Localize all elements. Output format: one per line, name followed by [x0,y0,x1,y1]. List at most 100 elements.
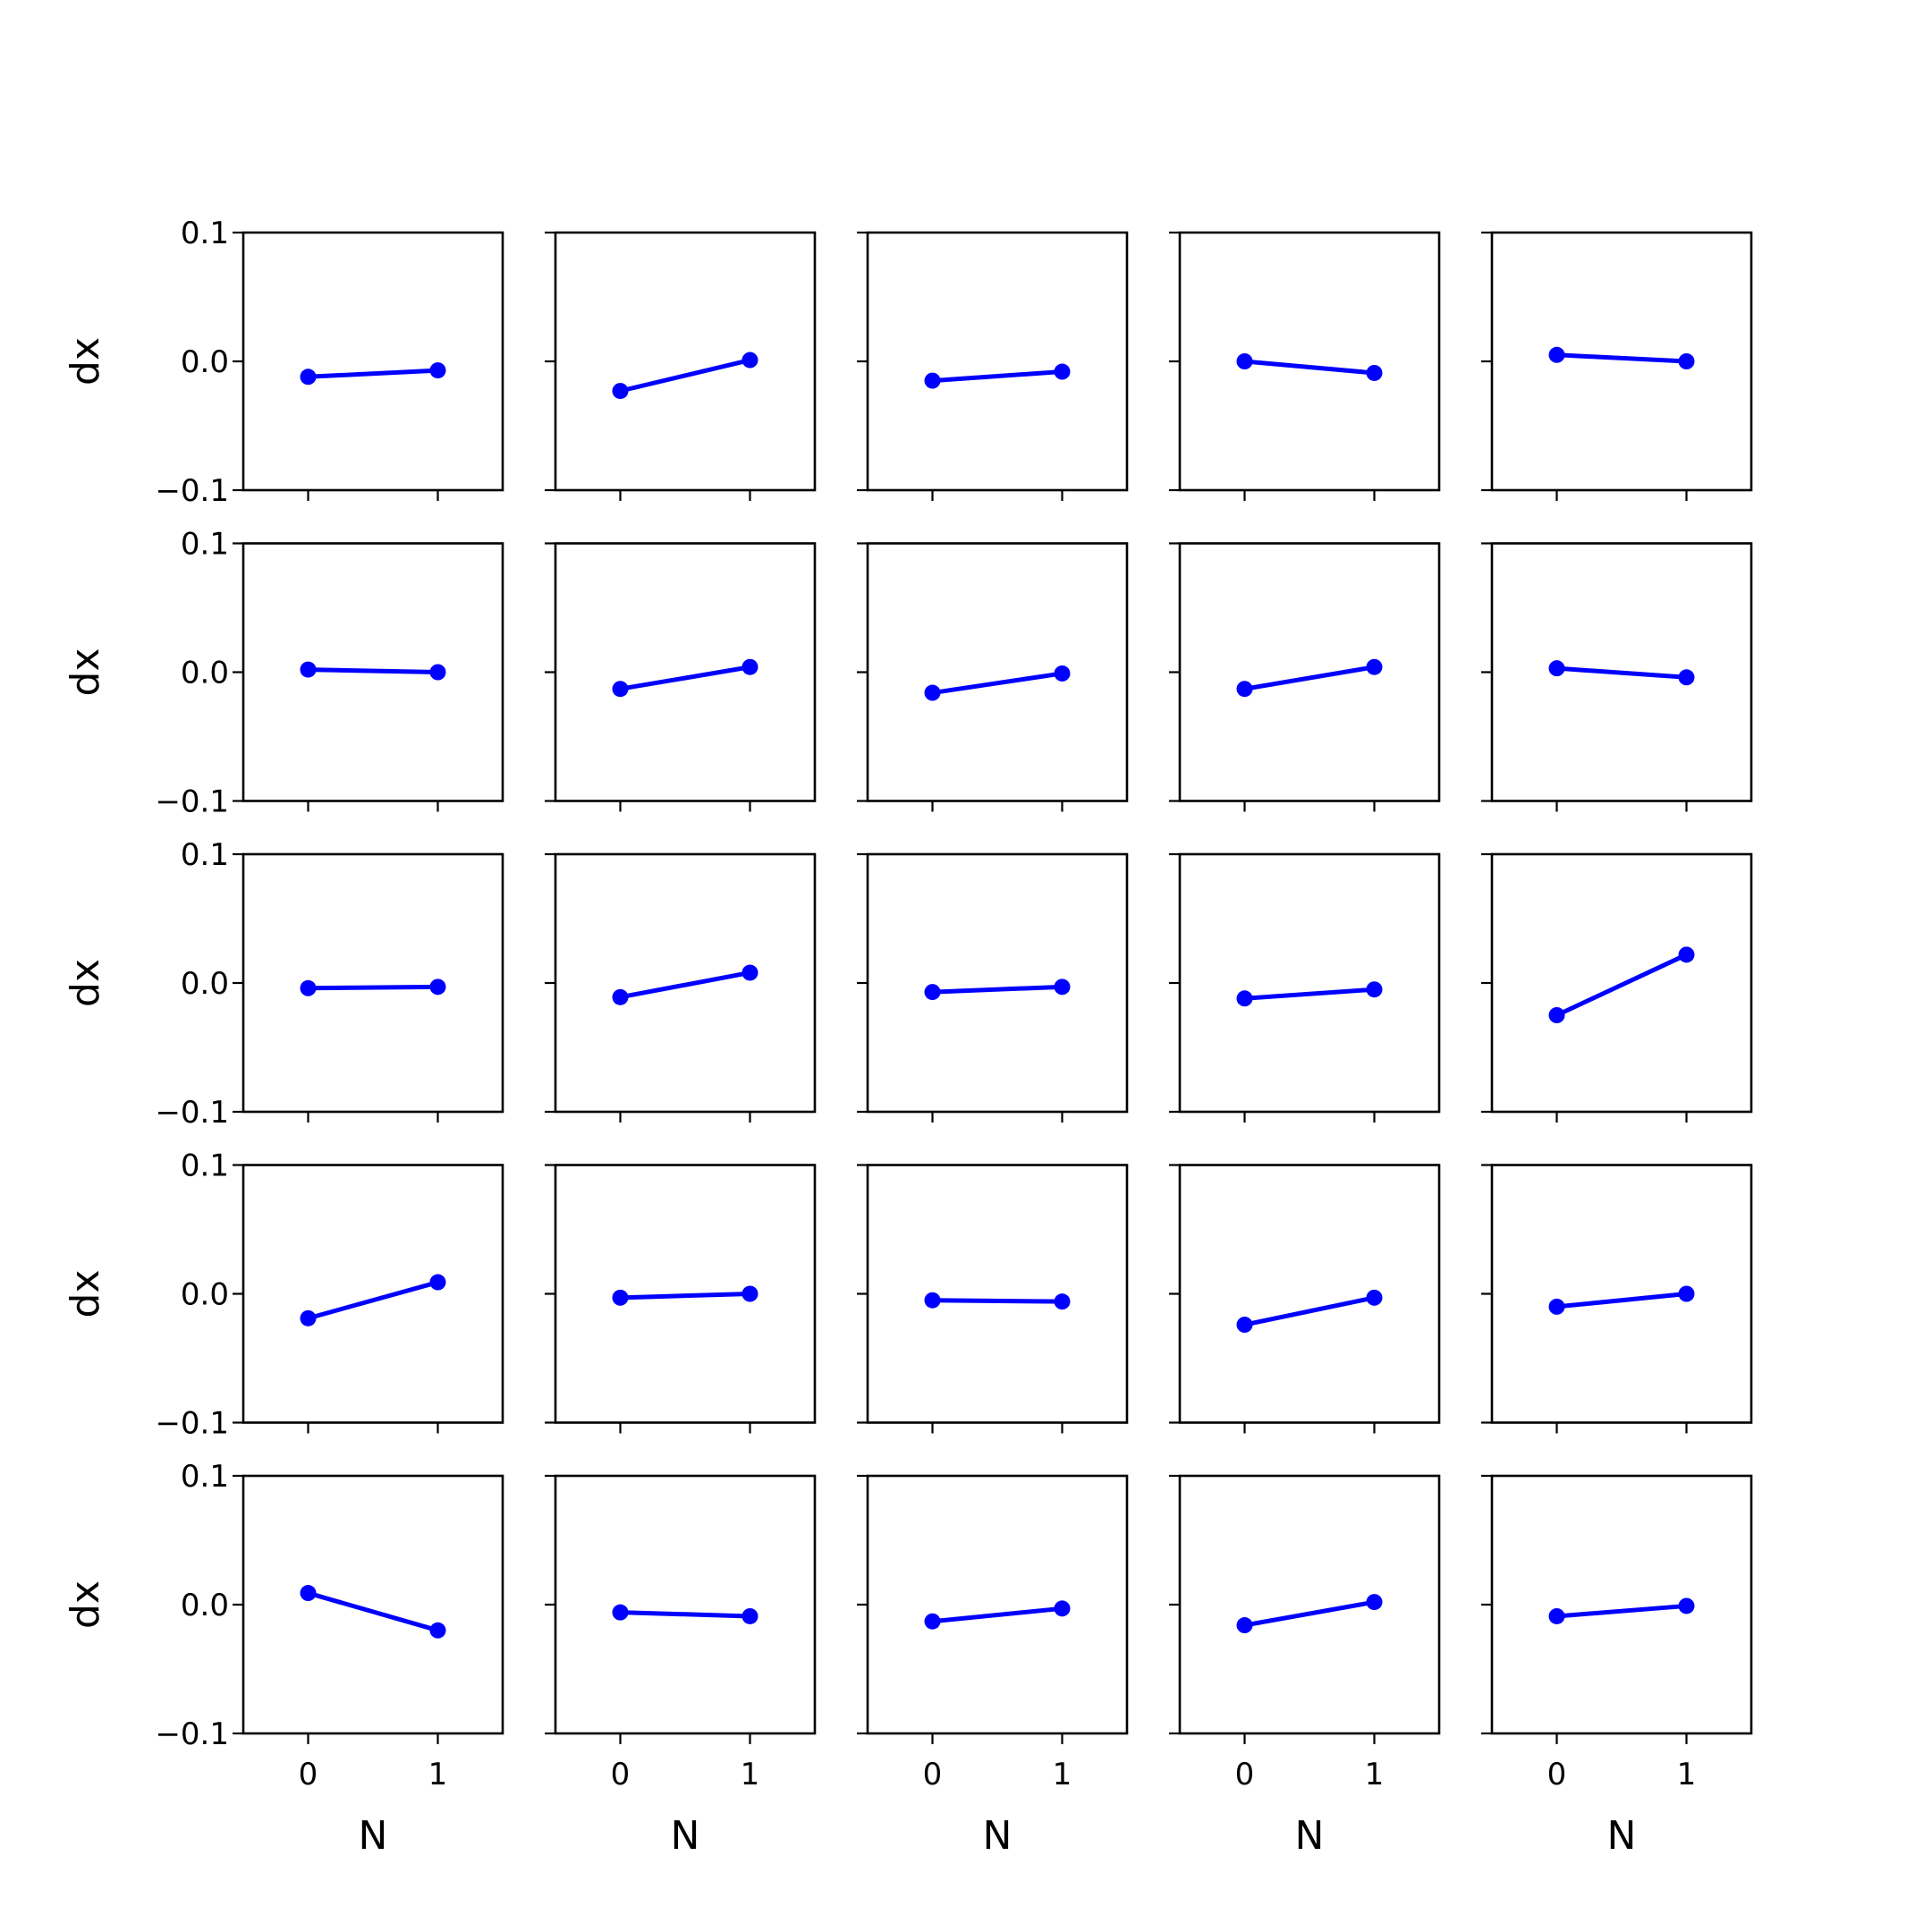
y-axis-label: dx [63,337,108,386]
series-line [1244,987,1375,1001]
x-tick-label: 1 [1053,1757,1072,1792]
x-axis-label: N [359,1813,388,1859]
subplot-4-1: 0.1 0.0 −0.1 dx [63,1148,504,1442]
subplot-3-4 [1169,852,1441,1123]
data-point [612,1289,629,1306]
data-point [429,362,446,379]
subplot-1-1: 0.1 0.0 −0.1 dx [63,216,504,509]
data-point [1366,1289,1383,1306]
data-point [1678,669,1695,686]
y-tick-label: 0.0 [181,656,229,691]
series-line [1244,665,1375,691]
subplot-2-4 [1169,542,1441,812]
data-point [1054,665,1071,682]
data-point [429,1622,446,1639]
data-point [924,1292,941,1309]
subplot-4-2 [545,1164,817,1434]
y-tick-label: −0.1 [155,473,229,509]
series-line [1556,352,1687,364]
y-tick-label: 0.0 [181,1588,229,1623]
y-axis-label: dx [63,648,108,697]
x-tick-label: 0 [299,1757,318,1792]
data-point [300,1309,317,1326]
data-point [741,1607,758,1624]
subplot-5-3: 0 1 N [857,1474,1129,1859]
data-point [300,369,317,386]
y-tick-label: 0.1 [181,216,229,251]
x-tick-label: 1 [428,1757,448,1792]
data-point [1054,363,1071,380]
subplot-5-1: 0.1 0.0 −0.1 0 1 dx N [63,1459,504,1859]
series-line [1555,953,1688,1018]
data-point [300,979,317,996]
y-tick-label: 0.1 [181,527,229,563]
data-point [300,1585,317,1602]
data-point [300,661,317,678]
data-point [1548,346,1565,363]
data-point [1366,1594,1383,1611]
data-point [429,664,446,681]
y-axis-label: dx [63,959,108,1007]
y-axis-label: dx [63,1580,108,1629]
data-point [1366,981,1383,998]
series-line [1243,1295,1376,1327]
x-axis-label: N [983,1813,1013,1859]
subplot-1-4 [1169,231,1441,501]
series-line [1556,665,1687,680]
x-tick-label: 0 [1235,1757,1255,1792]
x-tick-label: 0 [923,1757,943,1792]
series-line [619,358,751,394]
data-point [1054,1293,1071,1310]
data-point [1236,353,1253,369]
data-point [741,352,758,369]
x-tick-label: 0 [611,1757,631,1792]
y-tick-label: 0.0 [181,344,229,380]
data-point [1236,681,1253,698]
data-point [1678,1285,1695,1302]
x-tick-label: 1 [1365,1757,1385,1792]
series-line [932,984,1063,995]
data-point [924,372,941,389]
x-tick-label: 0 [1547,1757,1567,1792]
series-line [620,1610,750,1619]
y-tick-label: 0.1 [181,837,229,873]
y-tick-label: −0.1 [155,784,229,820]
data-point [1678,946,1695,963]
subplot-5-4: 0 1 N [1169,1474,1441,1859]
y-axis-label: dx [63,1270,108,1318]
y-tick-label: −0.1 [155,1716,229,1752]
subplot-3-2 [545,852,817,1123]
x-axis-label: N [1295,1813,1325,1859]
subplot-2-5 [1481,542,1753,812]
x-tick-label: 1 [1677,1757,1697,1792]
data-point [1054,979,1071,996]
y-tick-label: 0.1 [181,1148,229,1184]
data-point [741,658,758,675]
series-line [307,1280,439,1321]
data-point [924,984,941,1001]
series-line [932,671,1063,696]
data-point [1678,1597,1695,1614]
data-point [1054,1600,1071,1617]
subplot-2-1: 0.1 0.0 −0.1 dx [63,527,504,820]
subplot-grid: 0.10.0−0.1dx0.10.0−0.1dx0.10.0−0.1dx0.10… [63,216,1753,1859]
subplot-5-2: 0 1 N [545,1474,817,1859]
series-line [307,1590,439,1633]
data-point [924,684,941,701]
data-point [1548,660,1565,677]
series-line [620,1292,750,1301]
subplot-4-5 [1481,1164,1753,1434]
y-tick-label: −0.1 [155,1095,229,1131]
x-axis-label: N [1607,1813,1637,1859]
series-line [932,369,1063,384]
y-tick-label: −0.1 [155,1406,229,1442]
x-tick-label: 1 [741,1757,760,1792]
data-point [1236,1617,1253,1634]
data-point [429,979,446,996]
subplot-1-3 [857,231,1129,501]
subplot-2-3 [857,542,1129,812]
series-line [1556,1292,1687,1309]
data-point [612,1604,629,1621]
subplot-5-5: 0 1 N [1481,1474,1753,1859]
